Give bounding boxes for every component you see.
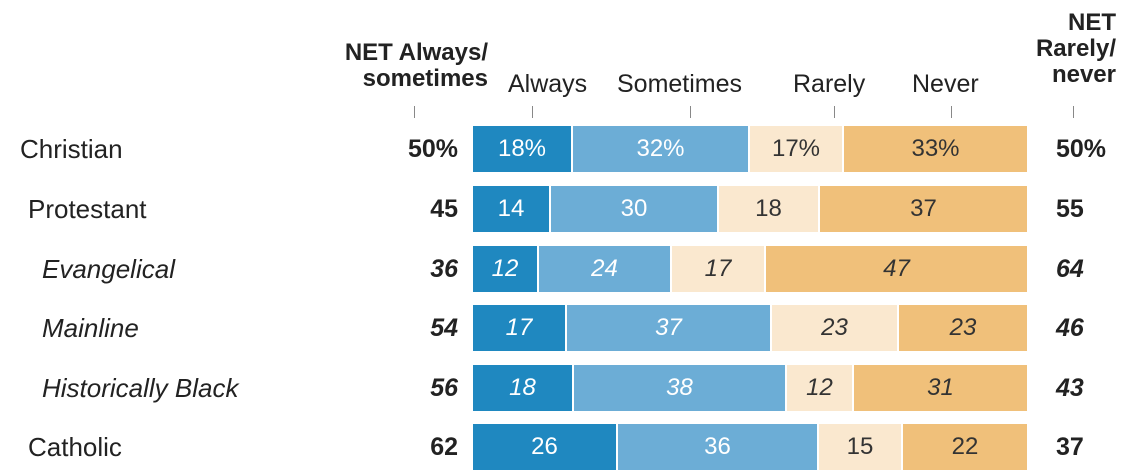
segment-rarely: 17% bbox=[750, 126, 844, 172]
net-always-sometimes-value: 62 bbox=[430, 433, 458, 461]
net-rarely-never-value: 50% bbox=[1056, 135, 1107, 163]
segment-never: 31 bbox=[854, 365, 1027, 411]
tick-rarely bbox=[834, 106, 835, 118]
row-label: Historically Black bbox=[42, 373, 239, 403]
net-always-sometimes-value: 56 bbox=[430, 374, 458, 402]
tick-net-left bbox=[414, 106, 415, 118]
segment-sometimes: 32% bbox=[573, 126, 750, 172]
segment-rarely: 17 bbox=[672, 246, 766, 292]
segment-rarely: 12 bbox=[787, 365, 854, 411]
row-label: Mainline bbox=[42, 313, 139, 343]
tick-net-right bbox=[1073, 106, 1074, 118]
row-label: Catholic bbox=[28, 432, 122, 462]
segment-sometimes: 38 bbox=[574, 365, 787, 411]
segment-rarely: 15 bbox=[819, 424, 903, 470]
segment-never: 47 bbox=[766, 246, 1027, 292]
segment-never: 37 bbox=[820, 186, 1027, 232]
segment-never: 22 bbox=[903, 424, 1027, 470]
net-rarely-never-value: 55 bbox=[1056, 195, 1084, 223]
segment-sometimes: 30 bbox=[551, 186, 719, 232]
net-always-sometimes-value: 54 bbox=[430, 314, 458, 342]
segment-always: 12 bbox=[473, 246, 539, 292]
row-label: Evangelical bbox=[42, 254, 175, 284]
segment-always: 18% bbox=[473, 126, 573, 172]
column-header-rarely: Rarely bbox=[793, 70, 866, 98]
net-always-sometimes-value: 36 bbox=[430, 255, 458, 283]
segment-never: 33% bbox=[844, 126, 1027, 172]
segment-always: 26 bbox=[473, 424, 618, 470]
net-rarely-never-value: 46 bbox=[1056, 314, 1084, 342]
column-header-never: Never bbox=[912, 70, 979, 98]
segment-rarely: 23 bbox=[772, 305, 899, 351]
segment-always: 17 bbox=[473, 305, 567, 351]
segment-rarely: 18 bbox=[719, 186, 820, 232]
net-rarely-never-header: NET Rarely/ never bbox=[1035, 9, 1116, 88]
tick-never bbox=[951, 106, 952, 118]
column-header-sometimes: Sometimes bbox=[617, 70, 743, 98]
segment-always: 14 bbox=[473, 186, 551, 232]
segment-sometimes: 36 bbox=[618, 424, 819, 470]
row-label: Christian bbox=[20, 134, 123, 164]
net-always-sometimes-header: NET Always/ sometimes bbox=[344, 39, 488, 92]
segment-sometimes: 24 bbox=[539, 246, 672, 292]
tick-sometimes bbox=[690, 106, 691, 118]
row-label: Protestant bbox=[28, 194, 147, 224]
segment-never: 23 bbox=[899, 305, 1027, 351]
column-header-always: Always bbox=[508, 70, 588, 98]
net-rarely-never-value: 64 bbox=[1056, 255, 1084, 283]
net-always-sometimes-value: 50% bbox=[407, 135, 458, 163]
net-rarely-never-value: 37 bbox=[1056, 433, 1084, 461]
segment-always: 18 bbox=[473, 365, 574, 411]
tick-always bbox=[532, 106, 533, 118]
net-always-sometimes-value: 45 bbox=[430, 195, 458, 223]
segment-sometimes: 37 bbox=[567, 305, 772, 351]
net-rarely-never-value: 43 bbox=[1056, 374, 1084, 402]
